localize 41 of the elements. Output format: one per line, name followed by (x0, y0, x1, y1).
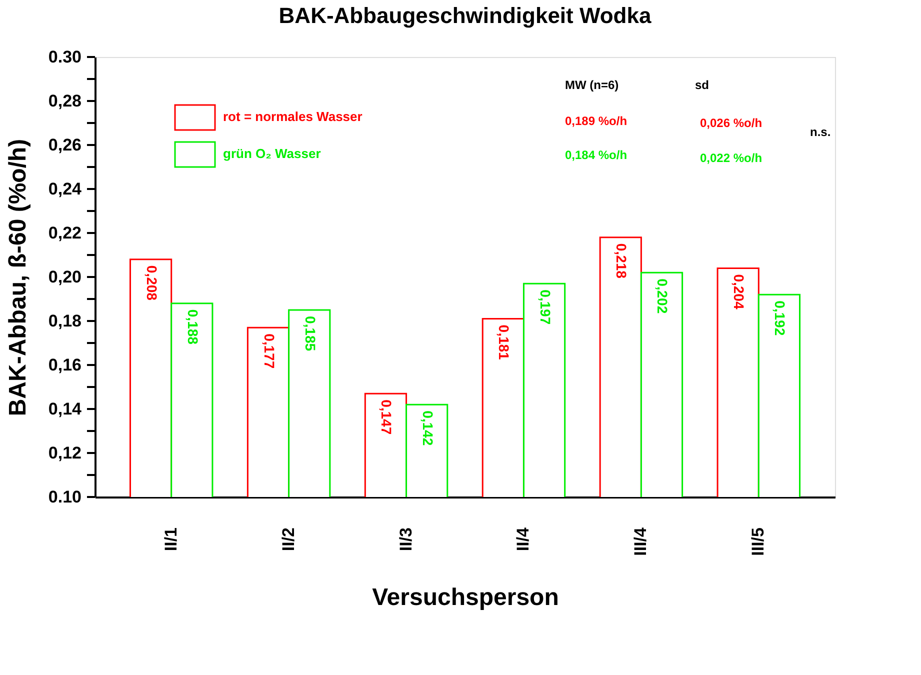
data-label: 0,188 (184, 309, 201, 345)
data-label: 0,204 (731, 274, 748, 310)
annotation: 0,189 %o/h (565, 114, 628, 128)
annotation: 0,184 %o/h (565, 148, 628, 162)
y-tick-label: 0.10 (48, 488, 82, 506)
data-label: 0,147 (378, 400, 395, 435)
data-label: 0,208 (144, 265, 160, 301)
x-tick-label: II/4 (514, 526, 533, 552)
y-tick-label: 0,18 (48, 312, 82, 330)
y-tick-label: 0,28 (48, 92, 82, 110)
x-tick-label: III/5 (748, 528, 768, 556)
data-label: 0,142 (420, 410, 436, 446)
legend-label: rot = normales Wasser (223, 109, 362, 124)
data-label: 0,181 (496, 324, 512, 360)
y-tick-label: 0,24 (48, 180, 82, 198)
x-tick-label: III/4 (631, 526, 650, 556)
x-tick-label: II/3 (396, 528, 416, 552)
data-label: 0,218 (614, 243, 630, 279)
data-label: 0,192 (772, 300, 788, 336)
legend-label: grün O₂ Wasser (223, 146, 321, 161)
chart-title: BAK-Abbaugeschwindigkeit Wodka (278, 3, 652, 28)
x-axis-title: Versuchsperson (372, 584, 559, 611)
y-tick-label: 0,12 (48, 444, 82, 462)
data-label: 0,197 (537, 290, 554, 325)
y-axis-title: BAK-Abbau, ß-60 (%o/h) (4, 138, 32, 416)
data-label: 0,177 (261, 334, 278, 369)
y-tick-label: 0,14 (48, 400, 82, 418)
annotation: MW (n=6) (565, 78, 619, 92)
y-tick-label: 0,16 (48, 356, 82, 374)
annotation: n.s. (810, 125, 831, 139)
annotation: 0,022 %o/h (700, 151, 762, 165)
x-tick-label: II/1 (161, 528, 180, 552)
data-label: 0,202 (654, 278, 671, 314)
x-tick-label: II/2 (278, 528, 298, 552)
annotation: sd (695, 78, 710, 92)
y-tick-label: 0.30 (48, 48, 82, 66)
annotation: 0,026 %o/h (700, 116, 762, 130)
data-label: 0,185 (302, 316, 318, 352)
y-tick-label: 0,26 (48, 136, 82, 154)
y-tick-label: 0,22 (48, 224, 82, 242)
y-tick-label: 0,20 (48, 268, 82, 286)
